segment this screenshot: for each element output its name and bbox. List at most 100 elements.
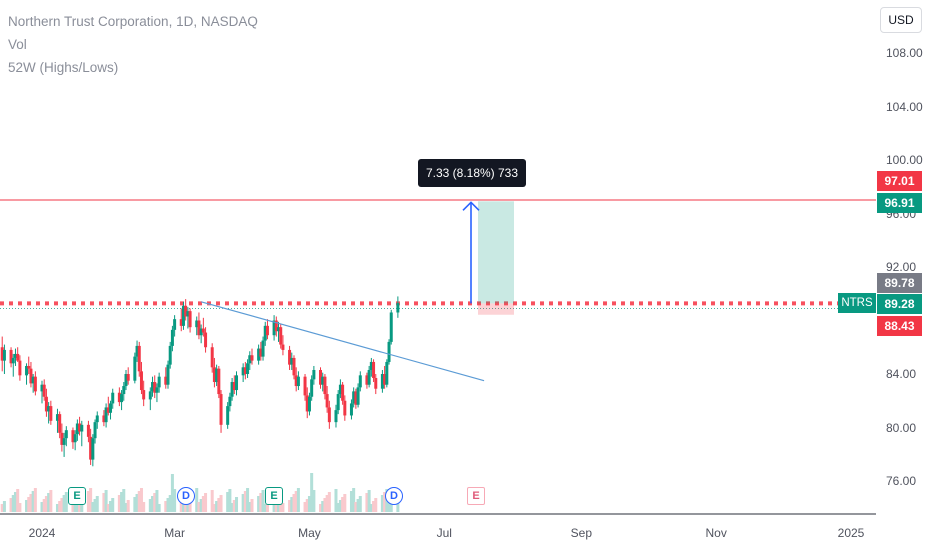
candle-body [58, 414, 62, 433]
volume-bar [341, 497, 345, 512]
candle-body [80, 424, 84, 432]
candle-body [9, 349, 13, 364]
volume-bar [327, 492, 331, 512]
volume-bar [323, 498, 327, 512]
candle-body [288, 349, 292, 365]
volume-bar [29, 494, 33, 512]
candle-body [365, 375, 369, 385]
dividend-event-icon[interactable]: D [177, 487, 195, 505]
candle-body [246, 363, 250, 374]
volume-bar [380, 495, 384, 512]
volume-bar [248, 502, 252, 512]
volume-bar [263, 504, 267, 512]
candle-body [235, 375, 239, 391]
candle-body [155, 387, 159, 393]
candle-body [86, 424, 90, 437]
volume-bar [230, 503, 234, 512]
candle-body [153, 382, 157, 393]
candle-body [263, 325, 267, 341]
symbol-label: NTRS [838, 293, 876, 313]
candle-body [352, 391, 356, 404]
volume-bar [321, 501, 325, 512]
volume-bar [124, 503, 128, 512]
currency-button[interactable]: USD [880, 7, 922, 33]
volume-bar [120, 492, 124, 512]
candle-body [290, 357, 294, 365]
candle-body [126, 374, 130, 381]
volume-bar [334, 489, 338, 512]
candle-body [16, 353, 20, 361]
legend-title[interactable]: Northern Trust Corporation, 1D, NASDAQ [8, 14, 258, 29]
volume-bar [126, 500, 130, 512]
candle-body [93, 422, 97, 439]
volume-bar [383, 492, 387, 512]
volume-bar [168, 495, 172, 512]
earnings-event-icon[interactable]: E [68, 487, 86, 505]
candle-body [281, 344, 285, 350]
annotation-lines [0, 199, 876, 309]
volume-bar [303, 502, 307, 512]
legend-highs-lows[interactable]: 52W (Highs/Lows) [8, 60, 119, 75]
candle-body [91, 438, 95, 460]
volume-bar [226, 492, 230, 512]
candle-body [396, 303, 400, 313]
drawings[interactable] [200, 201, 514, 382]
candle-body [137, 345, 141, 372]
volume-bar [312, 490, 316, 512]
volume-bar [16, 489, 20, 512]
candle-body [75, 423, 79, 435]
candle-body [89, 436, 93, 460]
volume-bar [179, 503, 183, 512]
candlestick-series [0, 296, 400, 467]
position-stop-zone [478, 303, 514, 315]
volume-bar [89, 488, 93, 512]
candle-body [42, 384, 46, 397]
volume-bar [166, 498, 170, 512]
volume-bar [241, 494, 245, 512]
volume-bar [243, 491, 247, 512]
volume-bar [44, 496, 48, 512]
candle-body [49, 406, 53, 421]
upcoming-earnings-event-icon[interactable]: E [467, 487, 485, 505]
candle-body [40, 384, 44, 392]
candle-body [292, 357, 296, 376]
candle-body [0, 347, 4, 361]
candle-body [120, 394, 124, 403]
price-label-high: 89.78 [877, 273, 922, 293]
candle-body [310, 379, 314, 397]
candle-body [31, 376, 35, 384]
candle-body [338, 384, 342, 395]
candle-body [188, 311, 192, 328]
candle-body [95, 415, 99, 423]
volume-bar [354, 502, 358, 512]
candle-body [184, 305, 188, 317]
volume-bar [157, 504, 161, 512]
volume-bar [259, 493, 263, 512]
volume-bar [210, 490, 214, 512]
time-tick-label: 2025 [837, 526, 865, 540]
candle-body [226, 406, 230, 425]
volume-bar [47, 493, 51, 512]
volume-bar [307, 496, 311, 512]
candle-body [349, 403, 353, 416]
candle-body [250, 355, 254, 361]
volume-bar [111, 498, 115, 512]
candle-body [197, 320, 201, 336]
dividend-event-icon[interactable]: D [385, 487, 403, 505]
candle-body [44, 396, 48, 412]
volume-bar [250, 499, 254, 512]
volume-bar [343, 494, 347, 512]
legend-vol[interactable]: Vol [8, 37, 27, 52]
candle-body [18, 360, 22, 376]
earnings-event-icon[interactable]: E [265, 487, 283, 505]
volume-bar [257, 496, 261, 512]
volume-bar [349, 491, 353, 512]
volume-bar [217, 498, 221, 512]
volume-bar [91, 502, 95, 512]
candle-body [367, 369, 371, 385]
candle-body [2, 349, 6, 361]
time-tick-label: May [298, 526, 321, 540]
price-tick-label: 92.00 [886, 260, 917, 274]
volume-bar [294, 491, 298, 512]
